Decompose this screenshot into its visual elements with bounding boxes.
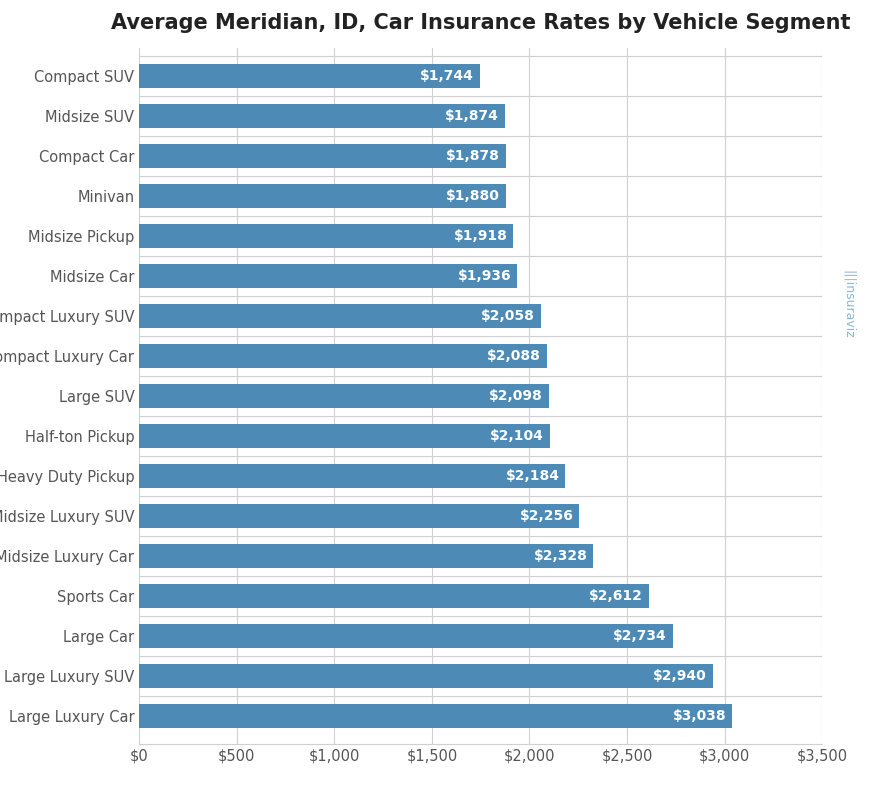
Bar xyxy=(139,423,549,448)
Text: $2,104: $2,104 xyxy=(489,429,543,443)
Bar xyxy=(139,663,712,688)
Bar xyxy=(139,623,672,648)
Bar xyxy=(139,343,546,368)
Text: $2,184: $2,184 xyxy=(505,469,559,483)
Bar xyxy=(139,704,731,728)
Bar xyxy=(139,63,479,88)
Bar xyxy=(139,543,593,568)
Text: |||insuraviz: |||insuraviz xyxy=(841,270,853,338)
Text: $1,878: $1,878 xyxy=(446,149,499,163)
Text: $1,874: $1,874 xyxy=(445,109,499,123)
Text: $2,058: $2,058 xyxy=(481,309,534,323)
Bar xyxy=(139,143,505,168)
Text: $1,936: $1,936 xyxy=(457,269,510,283)
Text: $2,328: $2,328 xyxy=(533,549,587,563)
Text: $2,098: $2,098 xyxy=(488,389,542,403)
Text: $3,038: $3,038 xyxy=(672,709,726,723)
Bar xyxy=(139,383,548,408)
Bar xyxy=(139,223,513,248)
Title: Average Meridian, ID, Car Insurance Rates by Vehicle Segment: Average Meridian, ID, Car Insurance Rate… xyxy=(110,13,850,33)
Text: $1,918: $1,918 xyxy=(454,229,507,243)
Bar xyxy=(139,303,541,328)
Bar xyxy=(139,463,565,488)
Text: $1,744: $1,744 xyxy=(420,69,473,83)
Bar xyxy=(139,583,648,608)
Bar xyxy=(139,503,579,528)
Bar xyxy=(139,263,516,288)
Text: $2,612: $2,612 xyxy=(588,589,642,603)
Text: $2,734: $2,734 xyxy=(613,629,666,643)
Text: $2,256: $2,256 xyxy=(519,509,573,523)
Text: $2,088: $2,088 xyxy=(487,349,541,363)
Text: $2,940: $2,940 xyxy=(653,669,706,683)
Bar xyxy=(139,103,504,128)
Bar xyxy=(139,183,506,208)
Text: $1,880: $1,880 xyxy=(446,189,500,203)
